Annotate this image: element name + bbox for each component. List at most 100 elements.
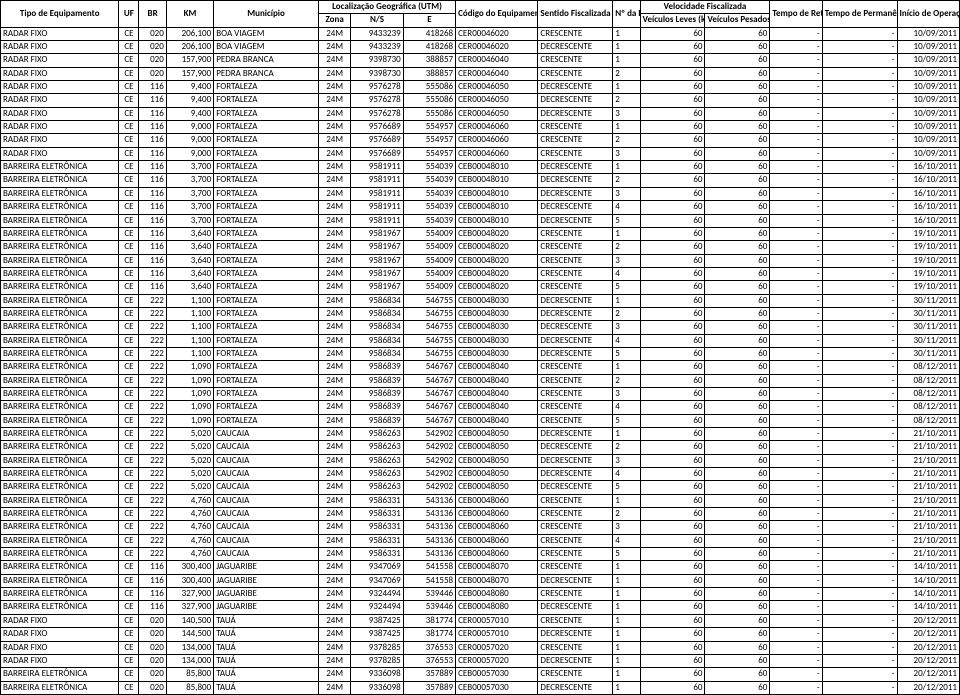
table-cell: 60 bbox=[640, 241, 705, 254]
table-cell: CE bbox=[119, 548, 139, 561]
table-cell: 60 bbox=[640, 494, 705, 507]
table-cell: BARREIRA ELETRÔNICA bbox=[1, 414, 119, 427]
table-cell: CEB00048040 bbox=[456, 401, 538, 414]
table-cell: RADAR FIXO bbox=[1, 628, 119, 641]
table-cell: - bbox=[770, 174, 822, 187]
table-cell: - bbox=[822, 254, 897, 267]
table-cell: DECRESCENTE bbox=[538, 81, 613, 94]
table-cell: 60 bbox=[640, 441, 705, 454]
table-cell: 134,000 bbox=[166, 654, 213, 667]
table-cell: FORTALEZA bbox=[214, 121, 319, 134]
table-cell: 9586331 bbox=[351, 534, 403, 547]
table-cell: 4 bbox=[613, 334, 640, 347]
table-cell: CE bbox=[119, 321, 139, 334]
table-cell: 3,640 bbox=[166, 227, 213, 240]
table-cell: 5,020 bbox=[166, 481, 213, 494]
table-cell: 24M bbox=[318, 254, 350, 267]
table-cell: 9586263 bbox=[351, 454, 403, 467]
table-row: BARREIRA ELETRÔNICACE116300,400JAGUARIBE… bbox=[1, 574, 960, 587]
table-cell: 24M bbox=[318, 548, 350, 561]
table-cell: BARREIRA ELETRÔNICA bbox=[1, 201, 119, 214]
table-cell: 60 bbox=[640, 361, 705, 374]
table-cell: 24M bbox=[318, 294, 350, 307]
table-cell: 60 bbox=[705, 414, 770, 427]
table-cell: 30/11/2011 bbox=[897, 294, 960, 307]
table-cell: 020 bbox=[139, 654, 166, 667]
table-cell: 30/11/2011 bbox=[897, 334, 960, 347]
table-cell: - bbox=[822, 321, 897, 334]
table-cell: 16/10/2011 bbox=[897, 201, 960, 214]
table-cell: 24M bbox=[318, 454, 350, 467]
table-cell: 376553 bbox=[403, 641, 455, 654]
table-cell: 4,760 bbox=[166, 534, 213, 547]
table-row: BARREIRA ELETRÔNICACE2221,100FORTALEZA24… bbox=[1, 334, 960, 347]
table-cell: 21/10/2011 bbox=[897, 481, 960, 494]
table-cell: FORTALEZA bbox=[214, 414, 319, 427]
table-cell: 10/09/2011 bbox=[897, 147, 960, 160]
table-cell: - bbox=[822, 267, 897, 280]
table-cell: 116 bbox=[139, 281, 166, 294]
table-cell: 21/10/2011 bbox=[897, 441, 960, 454]
table-cell: 60 bbox=[705, 428, 770, 441]
table-cell: 3,700 bbox=[166, 187, 213, 200]
table-cell: CEB00048030 bbox=[456, 321, 538, 334]
table-cell: CE bbox=[119, 174, 139, 187]
table-cell: 24M bbox=[318, 321, 350, 334]
table-cell: - bbox=[770, 294, 822, 307]
table-cell: 21/10/2011 bbox=[897, 428, 960, 441]
table-cell: - bbox=[770, 668, 822, 681]
table-row: BARREIRA ELETRÔNICACE2224,760CAUCAIA24M9… bbox=[1, 534, 960, 547]
table-cell: RADAR FIXO bbox=[1, 94, 119, 107]
table-cell: 222 bbox=[139, 307, 166, 320]
table-cell: - bbox=[770, 481, 822, 494]
table-cell: 24M bbox=[318, 201, 350, 214]
table-cell: - bbox=[770, 254, 822, 267]
table-cell: DECRESCENTE bbox=[538, 681, 613, 694]
table-cell: 546755 bbox=[403, 334, 455, 347]
table-cell: 60 bbox=[705, 534, 770, 547]
table-cell: CEB00048050 bbox=[456, 468, 538, 481]
table-cell: 1,090 bbox=[166, 414, 213, 427]
table-cell: 21/10/2011 bbox=[897, 468, 960, 481]
table-cell: CE bbox=[119, 294, 139, 307]
data-table: Tipo de Equipamento UF BR KM Município L… bbox=[0, 0, 960, 695]
table-cell: - bbox=[822, 428, 897, 441]
table-cell: 20/12/2011 bbox=[897, 628, 960, 641]
table-cell: CE bbox=[119, 494, 139, 507]
table-cell: 24M bbox=[318, 267, 350, 280]
table-cell: RADAR FIXO bbox=[1, 107, 119, 120]
table-cell: 327,900 bbox=[166, 601, 213, 614]
table-cell: - bbox=[822, 294, 897, 307]
table-cell: CE bbox=[119, 508, 139, 521]
table-cell: 546767 bbox=[403, 414, 455, 427]
table-cell: - bbox=[822, 601, 897, 614]
table-cell: 24M bbox=[318, 241, 350, 254]
table-cell: 60 bbox=[640, 254, 705, 267]
table-cell: CER00046060 bbox=[456, 147, 538, 160]
table-cell: 9,000 bbox=[166, 147, 213, 160]
table-cell: 9586263 bbox=[351, 428, 403, 441]
table-cell: 60 bbox=[640, 121, 705, 134]
table-cell: 85,800 bbox=[166, 668, 213, 681]
table-cell: CE bbox=[119, 214, 139, 227]
table-cell: 21/10/2011 bbox=[897, 521, 960, 534]
table-cell: RADAR FIXO bbox=[1, 134, 119, 147]
table-cell: 24M bbox=[318, 107, 350, 120]
table-cell: DECRESCENTE bbox=[538, 654, 613, 667]
table-cell: 24M bbox=[318, 654, 350, 667]
table-cell: 1 bbox=[613, 27, 640, 40]
table-cell: 546755 bbox=[403, 347, 455, 360]
table-cell: CE bbox=[119, 361, 139, 374]
table-cell: 60 bbox=[705, 134, 770, 147]
table-cell: 2 bbox=[613, 134, 640, 147]
table-cell: DECRESCENTE bbox=[538, 574, 613, 587]
table-cell: 24M bbox=[318, 681, 350, 694]
table-cell: 1 bbox=[613, 641, 640, 654]
table-cell: 24M bbox=[318, 67, 350, 80]
table-cell: CER00046060 bbox=[456, 134, 538, 147]
table-cell: CE bbox=[119, 81, 139, 94]
table-cell: FORTALEZA bbox=[214, 387, 319, 400]
table-cell: 21/10/2011 bbox=[897, 508, 960, 521]
table-cell: 418268 bbox=[403, 27, 455, 40]
table-cell: CE bbox=[119, 561, 139, 574]
